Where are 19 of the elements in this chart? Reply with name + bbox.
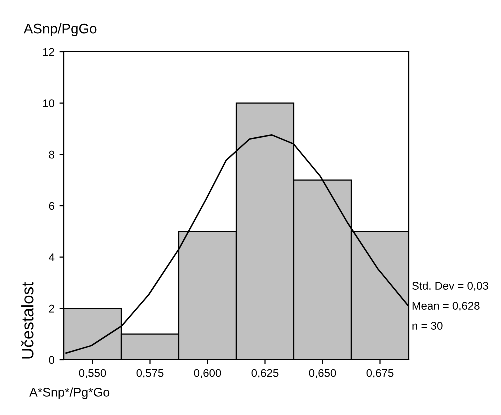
x-tick-label: 0,550: [79, 369, 106, 378]
x-tick-label: 0,675: [366, 369, 394, 378]
x-axis-title: A*Snp*/Pg*Go: [30, 388, 110, 400]
text: n = 30: [412, 322, 443, 330]
y-tick-label: 4: [49, 254, 55, 262]
y-tick-label: 12: [43, 48, 54, 56]
text: Std. Dev = 0,03: [412, 282, 488, 292]
chart-title: ASnp/PgGo: [24, 24, 97, 36]
y-tick-label: 6: [49, 202, 54, 210]
x-tick-label: 0,600: [194, 369, 222, 378]
text: Mean = 0,628: [412, 302, 480, 312]
x-tick-label: 0,625: [252, 369, 279, 378]
y-tick-label: 2: [49, 304, 54, 313]
y-tick-label: 8: [49, 150, 54, 159]
y-tick-label: 0: [49, 356, 55, 364]
x-tick-label: 0,575: [136, 369, 164, 378]
y-tick-label: 10: [43, 100, 55, 108]
y-axis-title: Učestalost: [21, 282, 34, 359]
x-tick-label: 0,650: [309, 369, 336, 378]
